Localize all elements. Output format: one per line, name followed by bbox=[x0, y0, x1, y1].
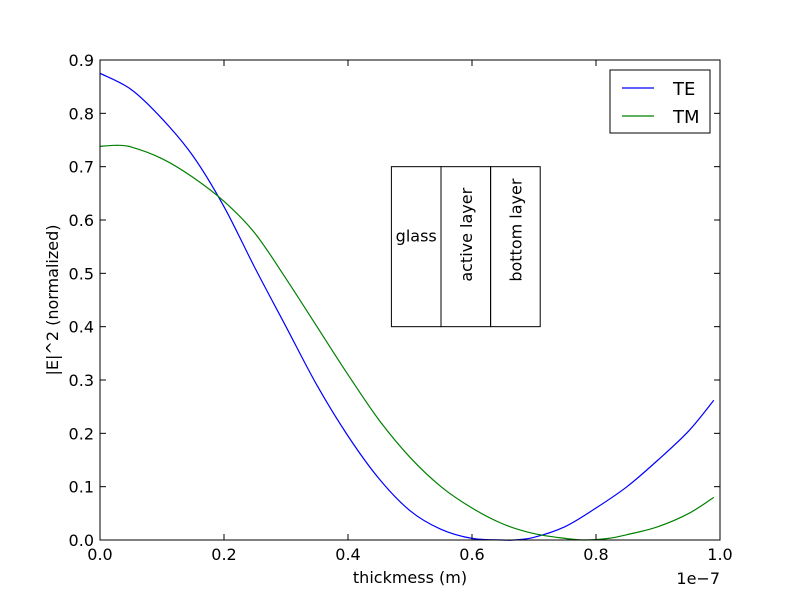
x-axis-ticks: 0.0 0.2 0.4 0.6 0.8 1.0 bbox=[87, 60, 733, 564]
x-tick-label: 0.0 bbox=[87, 545, 112, 564]
y-tick-label: 0.5 bbox=[69, 264, 94, 283]
series-line-te bbox=[99, 72, 715, 541]
y-tick-label: 0.2 bbox=[69, 424, 94, 443]
layer-box-label-1: active layer bbox=[457, 187, 476, 281]
plot-area-frame bbox=[99, 59, 721, 541]
layer-box-label-2: bottom layer bbox=[506, 178, 525, 282]
series-line-tm bbox=[99, 144, 715, 541]
layer-box-label-0: glass bbox=[396, 227, 437, 246]
x-tick-label: 1.0 bbox=[707, 545, 732, 564]
layer-box-2 bbox=[490, 166, 541, 328]
y-tick-label: 0.1 bbox=[69, 478, 94, 497]
y-tick-label: 0.3 bbox=[69, 371, 94, 390]
layer-boxes-group: glass active layer bottom layer bbox=[390, 166, 541, 328]
legend-box bbox=[609, 69, 711, 134]
x-tick-label: 0.8 bbox=[583, 545, 608, 564]
series-group bbox=[99, 72, 715, 541]
x-tick-label: 0.6 bbox=[459, 545, 484, 564]
x-axis-label: thickmess (m) bbox=[353, 568, 467, 587]
y-axis-label: |E|^2 (normalized) bbox=[43, 225, 62, 376]
y-axis-ticks: 0.0 0.1 0.2 0.3 0.4 0.5 0.6 0.7 0.8 0.9 bbox=[69, 51, 720, 550]
x-axis-offset-label: 1e−7 bbox=[676, 569, 720, 588]
y-tick-label: 0.7 bbox=[69, 158, 94, 177]
x-tick-label: 0.4 bbox=[335, 545, 360, 564]
y-tick-label: 0.0 bbox=[69, 531, 94, 550]
y-tick-label: 0.9 bbox=[69, 51, 94, 70]
x-tick-label: 0.2 bbox=[211, 545, 236, 564]
legend: TE TM bbox=[609, 69, 711, 134]
y-tick-label: 0.8 bbox=[69, 104, 94, 123]
legend-label-te: TE bbox=[672, 79, 695, 100]
y-tick-label: 0.4 bbox=[69, 318, 94, 337]
y-tick-label: 0.6 bbox=[69, 211, 94, 230]
legend-label-tm: TM bbox=[672, 107, 700, 128]
